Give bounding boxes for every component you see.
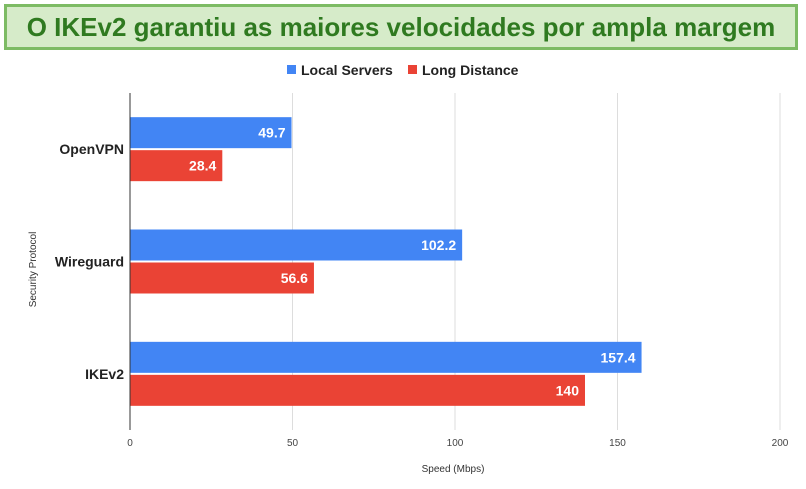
data-label-ikev2-long-distance: 140 [556,382,580,398]
y-axis-title: Security Protocol [28,232,39,308]
gridlines [292,93,781,430]
x-axis-title: Speed (Mbps) [422,464,485,475]
bar-openvpn-long-distance [130,150,223,182]
category-label-wireguard: Wireguard [55,254,124,270]
category-label-ikev2: IKEv2 [85,366,124,382]
x-tick-label-50: 50 [287,438,299,449]
legend-label-local-servers: Local Servers [301,62,393,78]
axes: 0 50 100 150 200 OpenVPN Wireguard IKEv2 Speed (… [28,93,789,475]
category-label-openvpn: OpenVPN [59,141,124,157]
bar-openvpn-local-servers [130,117,292,149]
title-banner: O IKEv2 garantiu as maiores velocidades … [4,4,798,50]
data-labels: 49.7 28.4 102.2 56.6 157.4 140 [189,125,636,399]
data-label-openvpn-local-servers: 49.7 [258,125,285,141]
data-label-wireguard-long-distance: 56.6 [281,270,308,286]
bar-ikev2-local-servers [130,341,642,373]
bar-wireguard-local-servers [130,229,463,261]
legend-swatch-long-distance [408,65,417,74]
bar-ikev2-long-distance [130,374,585,406]
data-label-wireguard-local-servers: 102.2 [421,237,456,253]
x-tick-label-100: 100 [447,438,464,449]
data-label-ikev2-local-servers: 157.4 [601,349,636,365]
x-tick-label-200: 200 [772,438,789,449]
bar-wireguard-long-distance [130,262,314,294]
legend: Local Servers Long Distance [287,62,519,78]
chart-title: O IKEv2 garantiu as maiores velocidades … [26,11,776,42]
legend-label-long-distance: Long Distance [422,62,519,78]
legend-swatch-local-servers [287,65,296,74]
bars [130,117,642,406]
data-label-openvpn-long-distance: 28.4 [189,158,216,174]
x-tick-label-0: 0 [127,438,133,449]
x-tick-label-150: 150 [609,438,626,449]
